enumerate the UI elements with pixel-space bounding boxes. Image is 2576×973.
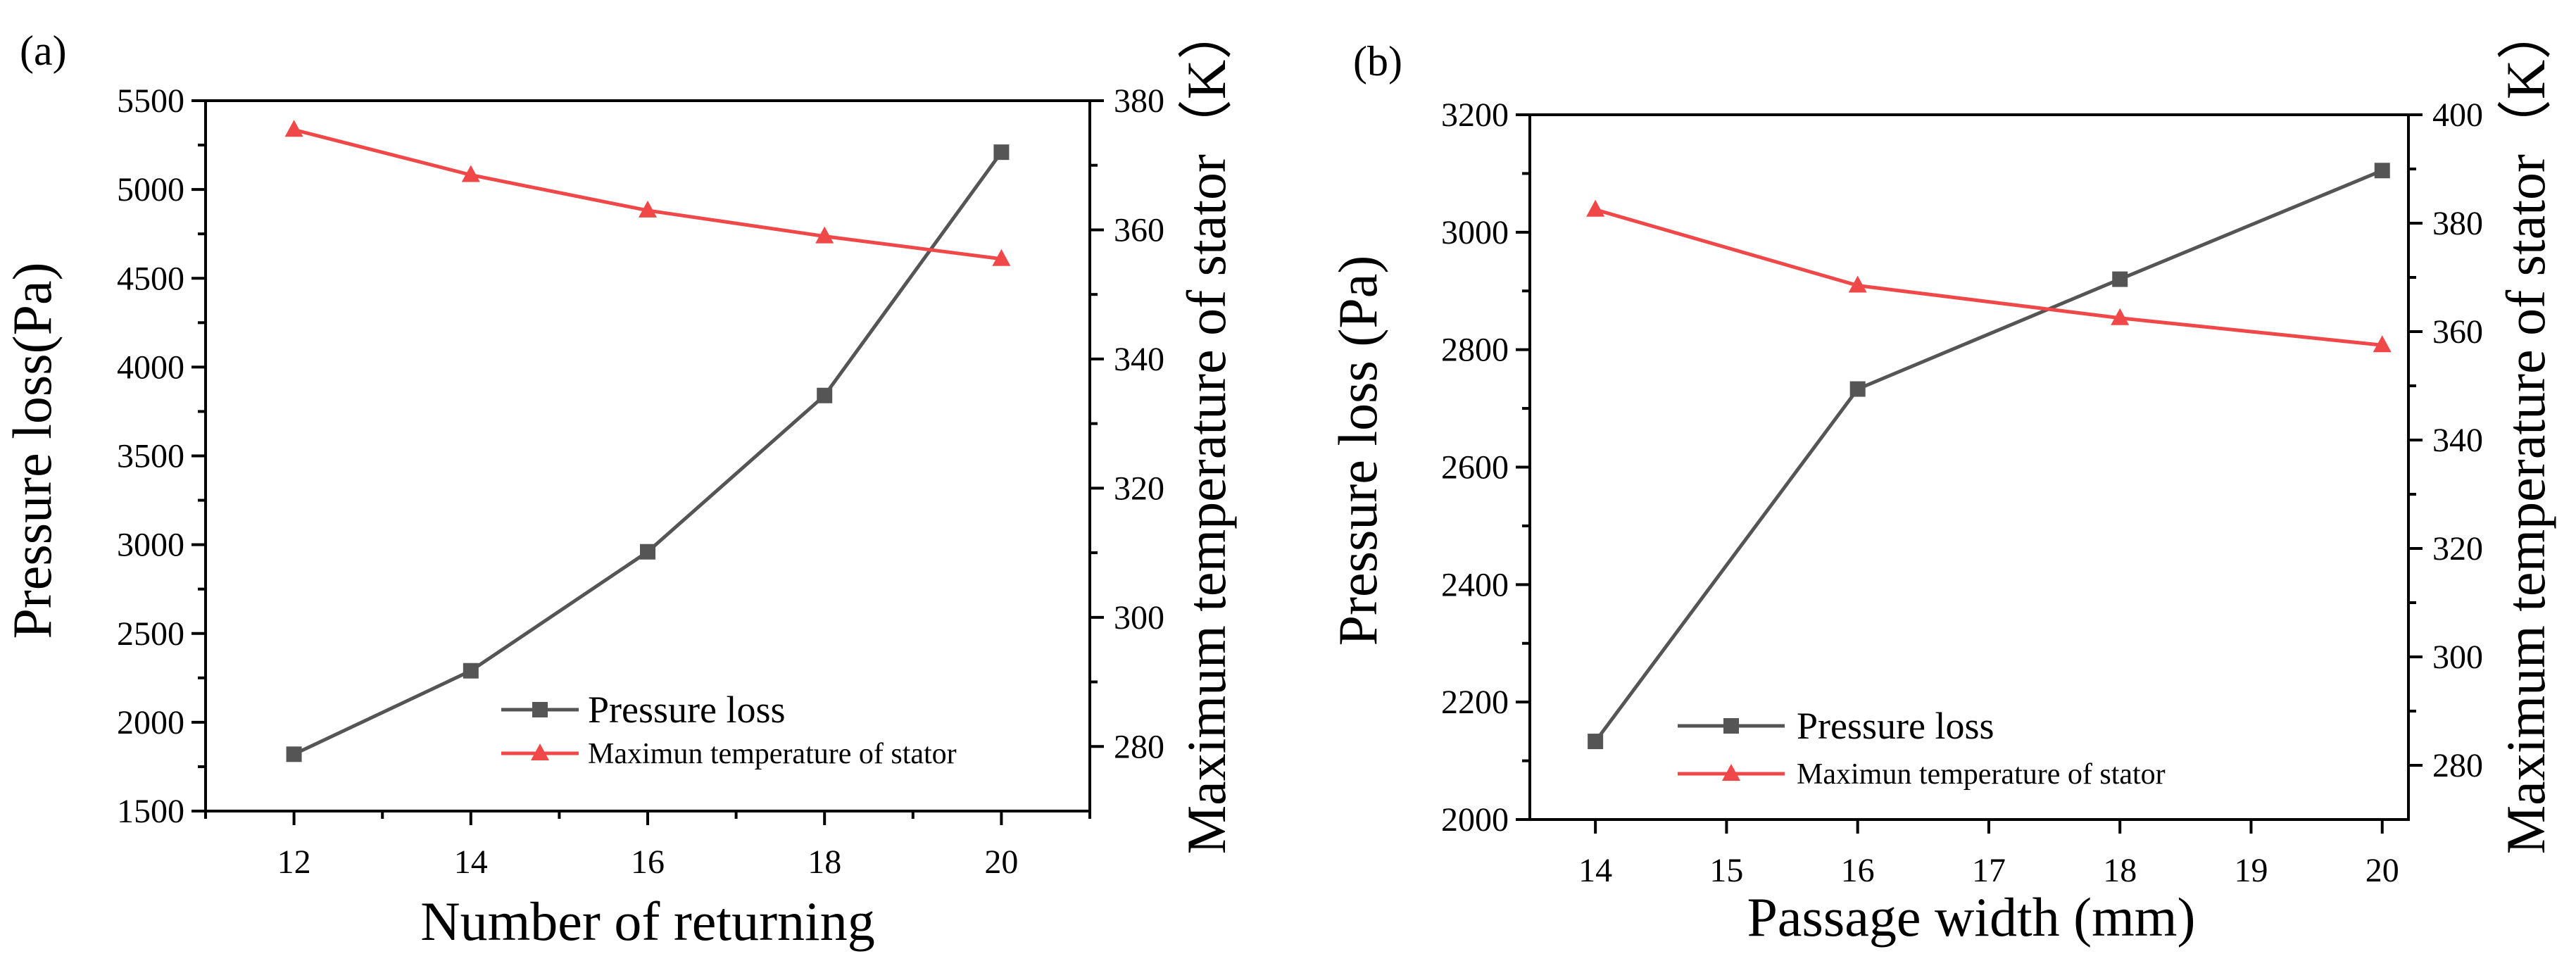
data-point [461, 165, 480, 182]
legend-marker [531, 743, 549, 760]
y2-tick-label: 400 [2432, 96, 2483, 134]
legend-entry: Pressure loss [501, 689, 786, 731]
data-point [817, 387, 833, 403]
legend-marker [1722, 764, 1740, 781]
y2-tick-label: 300 [2432, 639, 2483, 676]
data-point [2111, 308, 2130, 325]
legend-label: Maximun temperature of stator [588, 738, 957, 770]
y-tick-label: 3000 [117, 527, 184, 564]
y-tick-label: 5000 [117, 171, 184, 208]
x-tick-label: 14 [454, 843, 488, 881]
data-point [640, 544, 655, 560]
x-tick-label: 20 [984, 843, 1018, 881]
y-tick-label: 1500 [117, 793, 184, 830]
data-point [2374, 163, 2390, 179]
y2-tick-label: 320 [2432, 530, 2483, 567]
y2-tick-label: 360 [1114, 211, 1164, 249]
y-axis-title: Pressure loss(Pa) [1, 262, 63, 639]
legend-entry: Maximun temperature of stator [1678, 758, 2166, 791]
y-tick-label: 2400 [1441, 566, 1509, 603]
y-tick-label: 3500 [117, 438, 184, 475]
series-line [1595, 208, 2383, 347]
legend-label: Maximun temperature of stator [1797, 758, 2166, 791]
series-line [293, 127, 1002, 261]
x-tick-label: 16 [631, 843, 665, 881]
data-point [815, 226, 834, 244]
legend-marker [532, 702, 548, 717]
data-point [284, 120, 303, 137]
data-point [993, 144, 1010, 161]
data-point [992, 249, 1011, 266]
x-tick-label: 14 [1578, 852, 1612, 889]
data-point [2373, 335, 2392, 353]
x-axis-title: Passage width (mm) [1747, 886, 2196, 948]
data-point [2112, 271, 2128, 287]
legend-label: Pressure loss [588, 689, 786, 731]
legend-entry: Pressure loss [1678, 705, 1994, 747]
y2-axis-title: Maximum temperature of stator（K） [2495, 5, 2556, 855]
y-tick-label: 2200 [1441, 684, 1509, 721]
data-point [463, 663, 479, 679]
y2-tick-label: 280 [1114, 728, 1164, 765]
legend-entry: Maximun temperature of stator [501, 738, 957, 770]
x-axis-title: Number of returning [420, 891, 874, 952]
data-point [1586, 199, 1605, 217]
y-tick-label: 5500 [117, 82, 184, 120]
y-axis-title: Pressure loss (Pa) [1327, 256, 1388, 646]
x-tick-label: 18 [808, 843, 841, 881]
x-tick-label: 17 [1972, 852, 2006, 889]
y2-axis-title: Maximum temperature of stator（K） [1176, 5, 1237, 855]
data-point [639, 200, 657, 218]
y-tick-label: 4000 [117, 349, 184, 386]
y2-tick-label: 380 [1114, 82, 1164, 120]
y2-tick-label: 340 [2432, 422, 2483, 459]
x-tick-label: 19 [2234, 852, 2268, 889]
x-tick-label: 12 [277, 843, 311, 881]
y-tick-label: 2000 [1441, 801, 1509, 839]
x-tick-label: 18 [2103, 852, 2137, 889]
y2-tick-label: 380 [2432, 205, 2483, 242]
y2-tick-label: 280 [2432, 747, 2483, 784]
y-tick-label: 2600 [1441, 449, 1509, 486]
legend-label: Pressure loss [1797, 705, 1994, 747]
series-line [1594, 168, 2383, 743]
series-pressure-loss [286, 144, 1010, 762]
panel-label: (b) [1353, 38, 1402, 84]
x-tick-label: 16 [1841, 852, 1875, 889]
y2-tick-label: 340 [1114, 341, 1164, 378]
x-tick-label: 15 [1709, 852, 1743, 889]
data-point [1848, 275, 1867, 293]
x-tick-label: 20 [2365, 852, 2399, 889]
y-tick-label: 3200 [1441, 96, 1509, 134]
chart-panel-b: (b) 14 15 16 17 18 19 20 2000 2200 2400 2600 2800 300… [1327, 5, 2556, 948]
legend-marker [1723, 718, 1739, 734]
panel-label: (a) [20, 27, 67, 74]
y-tick-label: 4500 [117, 260, 184, 297]
series-line [293, 151, 1003, 756]
data-point [286, 746, 302, 762]
y-tick-label: 3000 [1441, 214, 1509, 251]
y-tick-label: 2000 [117, 704, 184, 741]
series-pressure-loss [1588, 163, 2390, 750]
series-max-temperature [284, 120, 1011, 266]
chart-panel-a: (a) 12 14 16 18 20 1500 2000 2500 3000 3500 4000 450… [1, 5, 1237, 952]
y2-tick-label: 320 [1114, 470, 1164, 507]
data-point [1849, 381, 1866, 397]
y2-tick-label: 360 [2432, 313, 2483, 351]
y-tick-label: 2500 [117, 615, 184, 653]
y-tick-label: 2800 [1441, 332, 1509, 369]
y2-tick-label: 300 [1114, 599, 1164, 636]
data-point [1588, 734, 1604, 750]
series-max-temperature [1586, 199, 2392, 353]
